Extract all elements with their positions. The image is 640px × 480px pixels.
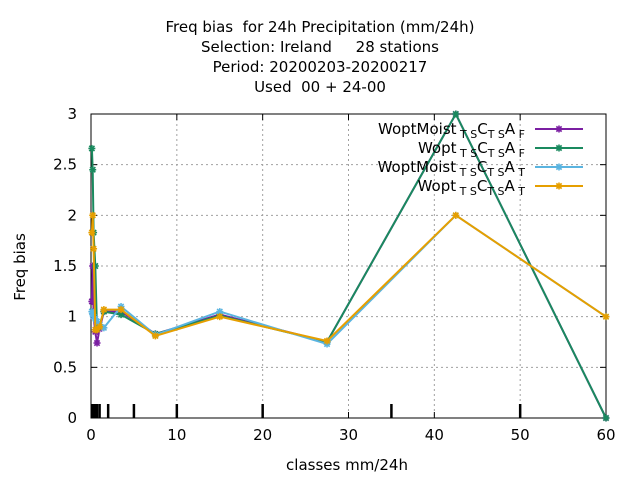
y-tick-label: 2 (67, 206, 77, 224)
legend-label: WoptMoist T SCT SA F (378, 120, 525, 141)
data-point (89, 212, 96, 219)
data-point (90, 245, 97, 252)
data-point (602, 414, 610, 422)
legend-entry-4: Wopt T SCT SA T (417, 176, 525, 198)
data-point (88, 145, 96, 152)
data-point (452, 110, 459, 118)
data-point (555, 125, 563, 133)
x-tick-label: 0 (86, 426, 96, 444)
x-tick-label: 20 (253, 426, 272, 444)
data-point (602, 313, 610, 320)
data-point (88, 298, 96, 305)
data-point (323, 337, 331, 345)
y-tick-label: 2.5 (53, 156, 77, 174)
legend-entry-1: WoptMoist T SCT SA F (378, 119, 525, 141)
data-point (100, 324, 108, 332)
x-tick-label: 60 (596, 426, 615, 444)
legend-label: Wopt T SCT SA T (417, 177, 525, 198)
legend-entry-3: WoptMoist T SCT SA T (377, 157, 525, 179)
y-tick-label: 0 (67, 409, 77, 427)
y-tick-label: 1.5 (53, 257, 77, 275)
data-point (152, 332, 159, 340)
data-point (88, 229, 96, 236)
data-point (555, 144, 563, 152)
x-tick-label: 40 (425, 426, 444, 444)
y-tick-label: 3 (67, 105, 77, 123)
data-point (452, 212, 459, 219)
chart-title-line-2: Selection: Ireland 28 stations (201, 38, 439, 56)
legend-entry-2: Wopt T SCT SA F (417, 138, 525, 160)
data-point (89, 166, 96, 173)
chart-title-line-1: Freq bias for 24h Precipitation (mm/24h) (165, 18, 475, 36)
data-point (96, 323, 103, 330)
x-tick-label: 30 (339, 426, 358, 444)
data-point (117, 311, 125, 318)
data-point (216, 313, 223, 320)
legend-label: Wopt T SCT SA F (417, 139, 525, 160)
data-point (100, 306, 108, 313)
y-tick-label: 0.5 (53, 358, 77, 376)
chart-title-line-4: Used 00 + 24-00 (254, 78, 386, 96)
chart-title-line-3: Period: 20200203-20200217 (212, 58, 428, 76)
data-point (555, 163, 563, 171)
data-point (88, 308, 96, 315)
data-point (117, 306, 125, 313)
data-point (216, 308, 223, 315)
x-axis-label: classes mm/24h (286, 456, 408, 474)
x-tick-label: 10 (167, 426, 186, 444)
data-point (555, 182, 563, 190)
y-tick-label: 1 (67, 308, 77, 326)
x-tick-label: 50 (511, 426, 530, 444)
data-point (93, 339, 101, 347)
y-axis-label: Freq bias (11, 233, 29, 301)
legend-label: WoptMoist T SCT SA T (377, 158, 525, 179)
